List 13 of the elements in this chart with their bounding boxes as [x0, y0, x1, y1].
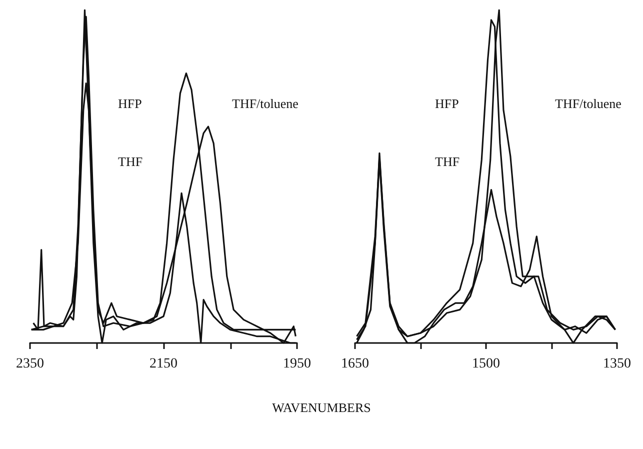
x-tick-label: 2350 [16, 356, 44, 372]
x-tick-label: 2150 [150, 356, 178, 372]
annotation: HFP [435, 96, 459, 111]
annotation: HFP [118, 96, 142, 111]
x-tick-label: 1350 [603, 356, 631, 372]
annotation: THF/toluene [555, 96, 622, 111]
x-tick-label: 1650 [341, 356, 369, 372]
x-axis-title: WAVENUMBERS [271, 400, 372, 416]
annotation: THF [435, 154, 460, 169]
x-tick-label: 1950 [283, 356, 311, 372]
x-tick-label: 1500 [472, 356, 500, 372]
annotation: THF/toluene [232, 96, 299, 111]
annotation: THF [118, 154, 143, 169]
